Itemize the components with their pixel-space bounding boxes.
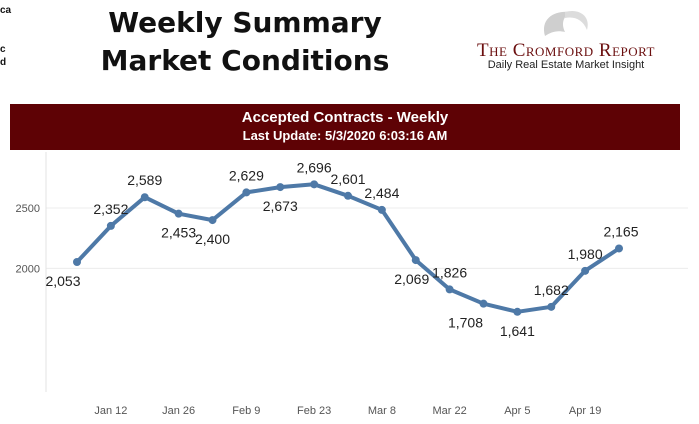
data-label: 1,826 xyxy=(432,264,467,280)
data-label: 1,980 xyxy=(568,246,603,262)
x-tick-label: Mar 22 xyxy=(433,405,467,417)
page-title: Weekly Summary Market Conditions xyxy=(80,4,410,80)
data-label: 2,589 xyxy=(127,172,162,188)
data-point xyxy=(276,183,285,192)
data-label: 2,696 xyxy=(297,159,332,175)
data-point xyxy=(411,256,420,265)
data-label: 1,708 xyxy=(448,315,483,331)
y-tick-label: 2000 xyxy=(16,263,40,275)
x-tick-label: Mar 8 xyxy=(368,405,396,417)
x-tick-label: Apr 19 xyxy=(569,405,601,417)
data-label: 2,069 xyxy=(394,271,429,287)
data-label: 2,352 xyxy=(93,201,128,217)
data-label: 2,400 xyxy=(195,231,230,247)
grid-layer xyxy=(46,207,688,269)
chart-last-update: Last Update: 5/3/2020 6:03:16 AM xyxy=(242,128,448,143)
brand-logo-block: The Cromford Report Daily Real Estate Ma… xyxy=(440,6,690,76)
data-point xyxy=(73,257,81,266)
data-point xyxy=(344,191,352,200)
data-label: 2,165 xyxy=(603,223,638,239)
x-tick-label: Feb 9 xyxy=(232,405,260,417)
data-label: 2,673 xyxy=(263,198,298,214)
data-point xyxy=(615,244,623,253)
data-label: 2,453 xyxy=(161,225,196,241)
fragment-3: d xyxy=(0,57,7,68)
brand-tagline: Daily Real Estate Market Insight xyxy=(487,59,645,71)
data-point xyxy=(208,216,217,225)
data-label: 2,053 xyxy=(45,273,80,289)
data-point xyxy=(479,299,488,308)
x-tick-label: Jan 26 xyxy=(162,405,195,417)
data-point xyxy=(174,209,183,218)
data-label: 2,601 xyxy=(330,171,365,187)
data-label: 1,682 xyxy=(534,282,569,298)
fragment-2: c xyxy=(0,44,6,55)
data-point xyxy=(310,180,319,189)
x-tick-label: Feb 23 xyxy=(297,405,331,417)
data-point xyxy=(581,266,590,275)
chart-banner: Accepted Contracts - Weekly Last Update:… xyxy=(10,104,680,150)
page-title-line2: Market Conditions xyxy=(100,44,390,77)
data-point xyxy=(140,193,149,202)
data-point xyxy=(242,188,251,197)
data-label: 2,484 xyxy=(364,185,399,201)
data-point xyxy=(445,285,454,294)
y-tick-label: 2500 xyxy=(16,203,40,215)
x-tick-label: Apr 5 xyxy=(504,405,530,417)
data-point xyxy=(377,205,386,214)
clipped-left-fragment: ca c d xyxy=(0,4,12,69)
series-layer xyxy=(73,180,623,316)
fragment-1: ca xyxy=(0,5,12,16)
data-label: 2,629 xyxy=(229,167,264,183)
data-label: 1,641 xyxy=(500,323,535,339)
page-title-line1: Weekly Summary xyxy=(108,6,382,39)
brand-name: The Cromford Report xyxy=(477,40,655,61)
data-point xyxy=(547,302,556,311)
brand-emblem-icon xyxy=(544,10,588,36)
chart-title: Accepted Contracts - Weekly xyxy=(241,109,449,126)
data-point xyxy=(513,307,522,316)
x-tick-label: Jan 12 xyxy=(94,405,127,417)
data-point xyxy=(106,221,115,230)
axis-layer: 2000 2500 Jan 12 Jan 26 Feb 9 Feb 23 Mar 8 Mar … xyxy=(16,152,601,417)
